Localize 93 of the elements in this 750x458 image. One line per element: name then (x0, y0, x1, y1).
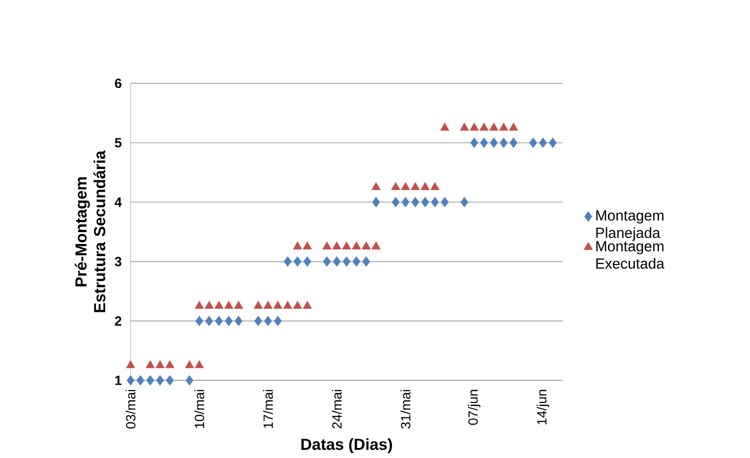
point (303, 256, 312, 267)
point (194, 301, 204, 309)
point (411, 197, 420, 208)
point (214, 301, 224, 309)
point (510, 138, 518, 148)
point (254, 301, 263, 309)
point (372, 242, 380, 250)
y-axis-title: Pré-Montagem Estrutura Secundária (74, 150, 106, 312)
point (195, 316, 204, 326)
point (342, 256, 350, 267)
point (352, 256, 360, 267)
x-tick-label: 14/jun (536, 390, 550, 425)
y-tick-label: 5 (114, 138, 122, 148)
point (480, 138, 488, 148)
point (302, 242, 312, 250)
point (332, 242, 342, 250)
point (254, 316, 262, 326)
point (362, 242, 371, 250)
point (500, 138, 508, 148)
point (194, 360, 204, 368)
y-tick-label: 2 (114, 316, 122, 326)
point (323, 256, 331, 267)
point (156, 375, 164, 386)
legend-label: Montagem Planejada (596, 210, 664, 242)
point (342, 242, 352, 250)
x-axis-title: Datas (Dias) (301, 438, 392, 454)
point (421, 197, 429, 208)
point (274, 316, 282, 326)
point (539, 138, 547, 148)
point (126, 360, 136, 368)
x-tick-label: 07/jun (468, 390, 480, 426)
point (332, 256, 341, 267)
point (166, 375, 174, 386)
point (273, 301, 282, 309)
point (204, 301, 214, 309)
point (136, 375, 144, 386)
point (509, 123, 518, 131)
point (548, 138, 557, 148)
point (234, 316, 242, 326)
point (402, 197, 410, 208)
point (430, 182, 440, 190)
point (224, 301, 234, 309)
x-tick-label: 31/mai (400, 390, 410, 429)
point (460, 123, 469, 131)
point (302, 301, 312, 309)
point (372, 197, 380, 208)
point (410, 182, 420, 190)
point (480, 123, 488, 131)
point (391, 182, 400, 190)
point (165, 360, 174, 368)
y-tick-label: 4 (114, 198, 122, 207)
x-tick-label: 03/mai (126, 390, 136, 429)
point (294, 256, 302, 267)
x-tick-label: 24/mai (332, 390, 342, 429)
point (283, 301, 292, 309)
legend-label: Montagem Executada (596, 241, 664, 269)
point (205, 316, 213, 326)
point (146, 360, 155, 368)
point (186, 375, 194, 386)
point (392, 197, 400, 208)
point (264, 316, 272, 326)
point (293, 242, 302, 250)
point (322, 242, 332, 250)
point (126, 375, 134, 386)
point (264, 301, 272, 309)
point (224, 316, 233, 326)
point (185, 360, 194, 368)
point (420, 182, 430, 190)
point (440, 123, 450, 131)
point (460, 197, 468, 208)
point (499, 123, 508, 131)
point (352, 242, 361, 250)
y-tick-label: 6 (114, 78, 122, 88)
point (293, 301, 302, 309)
point (489, 123, 498, 131)
point (156, 360, 164, 368)
point (362, 256, 370, 267)
point (372, 182, 380, 190)
y-tick-label: 1 (115, 376, 122, 386)
point (529, 138, 537, 148)
point (234, 301, 244, 309)
y-tick-label: 3 (114, 257, 122, 266)
point (215, 316, 223, 326)
point (401, 182, 410, 190)
point (470, 123, 479, 131)
point (490, 138, 498, 148)
x-tick-label: 17/mai (263, 390, 273, 428)
point (431, 197, 439, 208)
point (284, 256, 292, 267)
x-tick-label: 10/mai (194, 390, 204, 428)
point (440, 197, 449, 208)
point (470, 138, 478, 148)
point (146, 375, 154, 386)
